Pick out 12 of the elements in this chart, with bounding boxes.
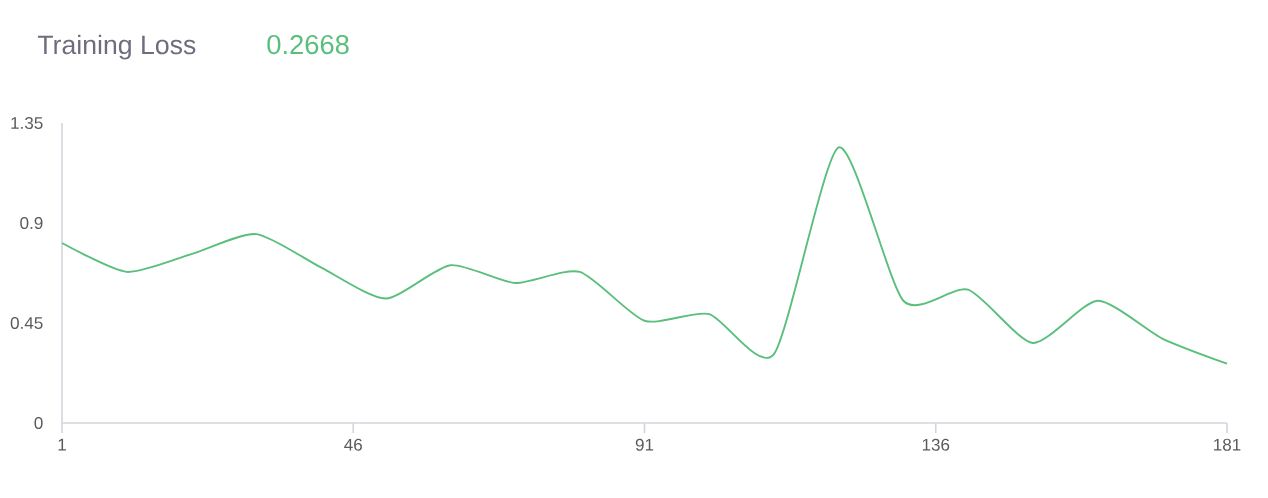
- x-tick-label: 91: [635, 438, 654, 451]
- x-tick-label: 136: [922, 438, 950, 451]
- x-tick-label: 181: [1214, 438, 1241, 451]
- x-tick-label: 1: [58, 438, 66, 451]
- x-tick-label: 46: [344, 438, 362, 451]
- y-tick-label: 1.35: [11, 116, 43, 130]
- y-tick-label: 0.9: [20, 216, 43, 230]
- y-tick-label: 0: [34, 416, 43, 430]
- chart-title: Training Loss: [37, 34, 196, 60]
- y-tick-label: 0.45: [10, 316, 43, 330]
- chart-subtitle: 0.2668: [267, 34, 349, 55]
- line-series: [61, 146, 1228, 365]
